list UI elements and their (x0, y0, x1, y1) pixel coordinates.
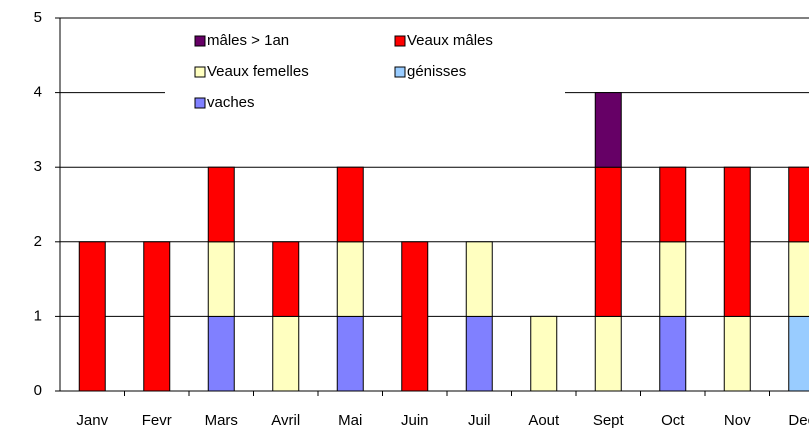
x-tick-label: Oct (661, 412, 685, 429)
legend-label: vaches (207, 94, 255, 111)
bar-segment (723, 166, 751, 317)
bar-segment (723, 315, 751, 392)
x-tick-label: Avril (271, 412, 300, 429)
x-tick-label: Mars (205, 412, 238, 429)
legend-box (165, 26, 565, 120)
bar-segment (336, 315, 364, 392)
bar-segment (594, 92, 622, 168)
legend-label: génisses (407, 63, 466, 80)
legend-swatch (394, 66, 406, 78)
bar-segment (594, 315, 622, 392)
bar-segment (336, 166, 364, 243)
bar-segment (401, 241, 429, 392)
legend-swatch (194, 66, 206, 78)
bar-segment (272, 315, 300, 392)
x-tick-label: Mai (338, 412, 362, 429)
bar-segment (207, 315, 235, 392)
legend-label: Veaux mâles (407, 32, 493, 49)
y-tick-label: 1 (34, 307, 42, 324)
legend-swatch (194, 35, 206, 47)
legend-label: mâles > 1an (207, 32, 289, 49)
x-tick-label: Fevr (142, 412, 172, 429)
x-tick-label: Juil (468, 412, 491, 429)
bar-segment (78, 241, 106, 392)
x-tick-label: Dec (788, 412, 809, 429)
x-tick-label: Juin (401, 412, 429, 429)
bar-segment (272, 241, 300, 317)
bar-segment (207, 166, 235, 243)
legend-swatch (194, 97, 206, 109)
x-tick-label: Aout (528, 412, 560, 429)
bar-segment (594, 166, 622, 317)
bar-segment (336, 241, 364, 317)
bar-segment (530, 315, 558, 392)
bar-segment (659, 241, 687, 317)
bar-segment (788, 166, 809, 243)
legend-swatch (394, 35, 406, 47)
y-tick-label: 2 (34, 233, 42, 250)
y-tick-label: 5 (34, 9, 42, 26)
bar-segment (143, 241, 171, 392)
bar-segment (465, 241, 493, 317)
bar-segment (465, 315, 493, 392)
legend-label: Veaux femelles (207, 63, 309, 80)
bar-segment (207, 241, 235, 317)
y-tick-label: 3 (34, 158, 42, 175)
x-tick-label: Janv (76, 412, 108, 429)
bar-segment (788, 241, 809, 317)
bar-segment (659, 166, 687, 243)
x-tick-label: Sept (593, 412, 625, 429)
x-tick-label: Nov (724, 412, 751, 429)
bar-segment (788, 315, 809, 392)
y-tick-label: 0 (34, 382, 42, 399)
bar-segment (659, 315, 687, 392)
y-tick-label: 4 (34, 84, 42, 101)
